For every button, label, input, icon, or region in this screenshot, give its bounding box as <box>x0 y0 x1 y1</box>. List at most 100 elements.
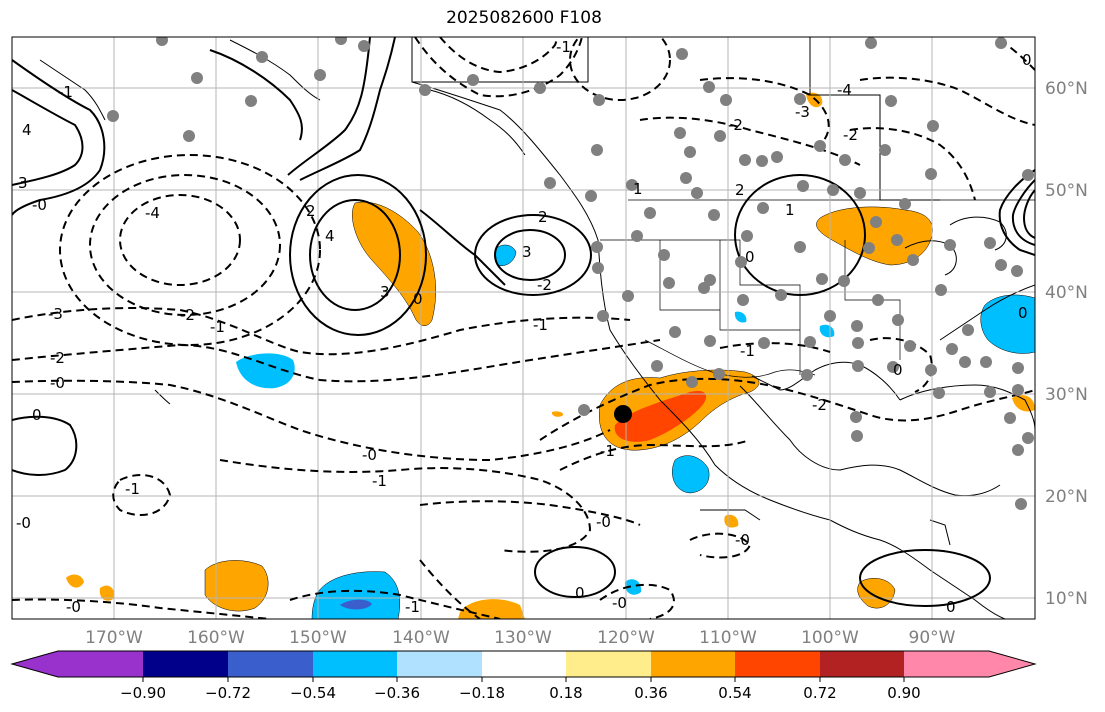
contour-label: 0 <box>893 361 903 379</box>
colorbar-swatch <box>735 651 820 677</box>
orange-blob-great-lakes <box>816 206 933 266</box>
lon-label: 130°W <box>494 628 552 648</box>
colorbar-tick-label: −0.72 <box>205 684 251 702</box>
colorbar-extend-high <box>989 651 1035 677</box>
cyan-blob-small-2 <box>734 311 747 323</box>
contour-label: -1 <box>533 316 548 334</box>
colorbar-tick-label: −0.90 <box>120 684 166 702</box>
contour-label: -1 <box>125 480 140 498</box>
colorbar-tick-label: 0.72 <box>803 684 836 702</box>
contour-label: -1 <box>740 342 755 360</box>
contour-label: -0 <box>16 514 31 532</box>
contour-label: -1 <box>210 318 225 336</box>
contour-label: 0 <box>745 248 755 266</box>
contour-label: -1 <box>58 83 73 101</box>
lat-label: 50°N <box>1045 181 1088 201</box>
coastlines <box>39 37 1035 619</box>
lon-label: 150°W <box>289 628 347 648</box>
lat-label: 60°N <box>1045 79 1088 99</box>
contour-label: 3 <box>522 243 532 261</box>
blue-core-south <box>340 599 372 610</box>
contour-label: 3 <box>18 174 28 192</box>
contour-label: 0 <box>1022 51 1032 69</box>
lon-labels: 170°W 160°W 150°W 140°W 130°W 120°W 110°… <box>85 628 956 648</box>
orange-blob-small-4 <box>551 411 564 417</box>
contour-label: -0 <box>66 598 81 616</box>
orange-blob-south-pacific <box>204 560 269 612</box>
colorbar-tick-label: 0.18 <box>549 684 582 702</box>
contour-label: 0 <box>1018 304 1028 322</box>
contour-label: -0 <box>735 531 750 549</box>
orange-blob-small-1 <box>66 574 84 588</box>
gridlines <box>12 37 1035 619</box>
colorbar-extend-low <box>12 651 58 677</box>
red-blob-baja <box>614 390 707 442</box>
contour-label: -2 <box>537 276 552 294</box>
contour-label: -4 <box>145 204 160 222</box>
contour-label: -2 <box>50 349 65 367</box>
contour-label: -4 <box>837 81 852 99</box>
lon-label: 170°W <box>85 628 143 648</box>
dashed-contours <box>12 37 1035 619</box>
contour-label: 0 <box>413 290 423 308</box>
lon-label: 90°W <box>909 628 956 648</box>
lon-label: 160°W <box>187 628 245 648</box>
colorbar-tick-label: −0.54 <box>290 684 336 702</box>
contour-label: -1 <box>556 38 571 56</box>
contour-label: -3 <box>795 103 810 121</box>
orange-blob-gulf <box>1012 395 1035 412</box>
cyan-blob-small-1 <box>624 579 642 595</box>
lon-label: 110°W <box>699 628 757 648</box>
colorbar: −0.90 −0.72 −0.54 −0.36 −0.18 0.18 0.36 … <box>10 650 1037 702</box>
contour-label: -0 <box>362 446 377 464</box>
colorbar-tick-label: −0.36 <box>374 684 420 702</box>
colorbar-swatch <box>904 651 989 677</box>
contour-label: -3 <box>48 305 63 323</box>
contour-label: -0 <box>596 513 611 531</box>
contour-label: 0 <box>575 584 585 602</box>
cyan-blob-west-mexico <box>672 455 710 494</box>
lon-label: 120°W <box>597 628 655 648</box>
lat-label: 40°N <box>1045 283 1088 303</box>
contour-label: -2 <box>812 396 827 414</box>
cyan-blob-pacific-low <box>494 244 517 266</box>
colorbar-swatch <box>58 651 143 677</box>
cyan-blob-south-pacific <box>311 571 401 619</box>
contour-label: 2 <box>306 202 316 220</box>
contour-label: 4 <box>325 227 335 245</box>
contour-label: 4 <box>22 121 32 139</box>
lat-label: 20°N <box>1045 487 1088 507</box>
colorbar-swatch <box>228 651 313 677</box>
orange-blob-pacific-north <box>352 201 436 326</box>
lat-label: 30°N <box>1045 385 1088 405</box>
cyan-blob-hawaii-north <box>236 353 295 389</box>
contour-label: -2 <box>843 126 858 144</box>
map-title: 2025082600 F108 <box>446 8 602 28</box>
colorbar-swatch <box>482 651 566 677</box>
contour-label: 1 <box>785 201 795 219</box>
lat-label: 10°N <box>1045 589 1088 609</box>
location-marker <box>614 405 632 423</box>
colorbar-swatch <box>313 651 397 677</box>
contour-label: -0 <box>612 594 627 612</box>
contour-label: -1 <box>405 598 420 616</box>
colorbar-swatch <box>651 651 735 677</box>
colorbar-swatch <box>397 651 482 677</box>
lon-label: 140°W <box>392 628 450 648</box>
colorbar-swatch <box>566 651 651 677</box>
lon-label: 100°W <box>801 628 859 648</box>
colorbar-tick-label: −0.18 <box>459 684 505 702</box>
map-frame <box>11 36 1036 620</box>
colorbar-tick-label: 0.36 <box>634 684 667 702</box>
colorbar-tick-label: 0.54 <box>718 684 751 702</box>
colorbar-swatch <box>143 651 228 677</box>
lat-labels: 60°N 50°N 40°N 30°N 20°N 10°N <box>1045 79 1088 609</box>
contour-label: -2 <box>728 116 743 134</box>
station-dots <box>107 37 1034 510</box>
contour-label: 2 <box>538 208 548 226</box>
contour-label: -0 <box>32 196 47 214</box>
contour-labels: -1 -0 -4 -3 -2 -1 -2 -0 0 -1 -0 -0 4 3 0… <box>16 38 1032 616</box>
orange-blob-small-2 <box>99 585 115 601</box>
solid-contours <box>12 37 1035 607</box>
